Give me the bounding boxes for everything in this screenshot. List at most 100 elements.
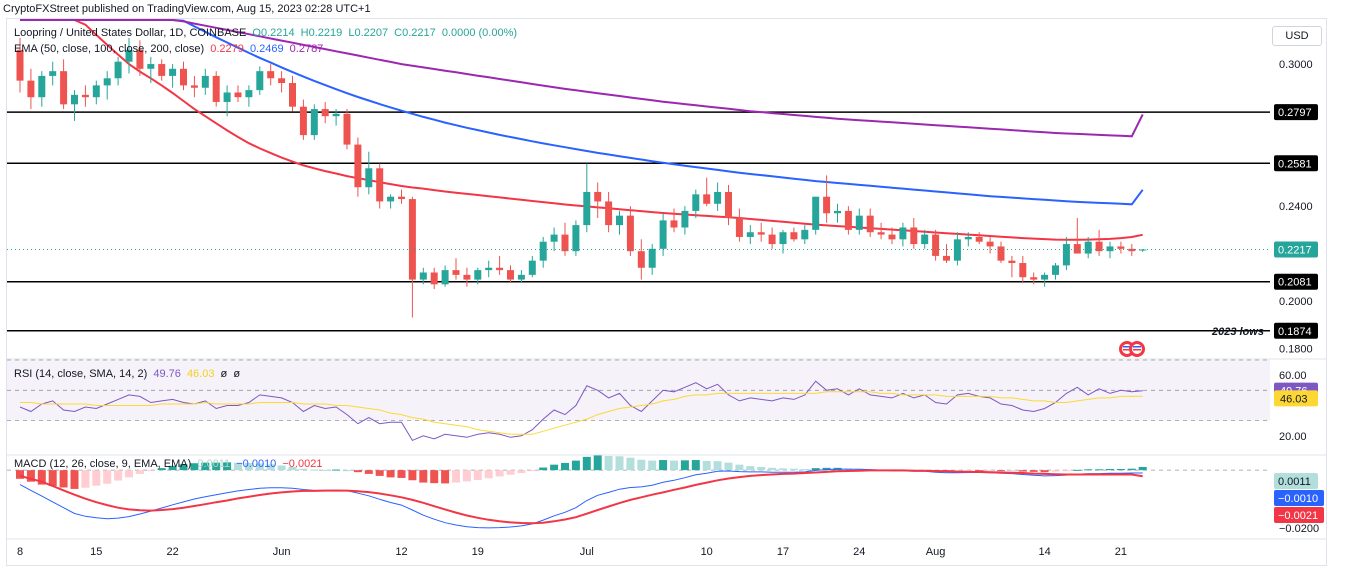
macd-histogram-bar [48, 470, 57, 487]
macd-histogram-bar [517, 470, 526, 474]
candle-body [844, 210, 852, 230]
candle-body [463, 274, 471, 280]
macd-histogram-bar [419, 470, 428, 483]
rsi-line-1 [20, 391, 1143, 435]
macd-histogram-bar [789, 468, 798, 471]
ema-legend: EMA (50, close, 100, close, 200, close) … [14, 43, 326, 55]
macd-histogram-bar [680, 460, 689, 471]
candle-body [943, 255, 950, 261]
macd-histogram-bar [822, 467, 831, 471]
macd-line-1 [19, 469, 1143, 525]
time-axis-tick-0: 8 [17, 546, 23, 558]
candle-body [354, 144, 362, 188]
time-axis-tick-1: 15 [90, 546, 102, 558]
candle-body [1019, 263, 1027, 278]
candle-body [299, 106, 307, 136]
level-label-3: 0.1874 [1278, 326, 1312, 338]
macd-histogram-bar [484, 470, 493, 479]
candle-body [496, 267, 504, 271]
rsi-axis-tick-0: 60.00 [1279, 370, 1307, 382]
candle-body [136, 49, 144, 69]
candle-body [1095, 241, 1103, 252]
macd-histogram-bar [157, 468, 166, 471]
candle-body [583, 191, 591, 226]
macd-histogram-bar [724, 462, 733, 471]
candle-body [975, 236, 983, 242]
price-axis-tick-3: 0.1800 [1279, 343, 1313, 355]
macd-histogram-bar [735, 464, 744, 471]
macd-histogram-bar [343, 470, 351, 472]
rsi-ma-value: 46.03 [186, 368, 215, 380]
candle-body [1041, 274, 1049, 280]
candle-body [1117, 246, 1125, 249]
macd-histogram-bar [604, 456, 613, 471]
macd-histogram-bar [691, 460, 700, 471]
candle-body [92, 85, 100, 98]
candle-body [528, 260, 536, 275]
candle-body [735, 218, 743, 237]
macd-histogram-bar [495, 470, 504, 477]
macd-histogram-bar [452, 470, 460, 483]
candle-body [452, 270, 460, 275]
chart-frame [6, 18, 1327, 566]
flag-icon[interactable] [1117, 339, 1149, 359]
candle-body [594, 191, 602, 202]
candle-body [365, 168, 373, 188]
candle-body [550, 234, 558, 242]
candle-body [223, 92, 231, 102]
macd-hist-value: 0.0011 [197, 458, 231, 470]
candle-body [539, 241, 547, 261]
candle-body [779, 232, 787, 245]
macd-histogram-bar [1062, 470, 1071, 472]
macd-histogram-bar [146, 470, 155, 472]
macd-histogram-bar [288, 466, 297, 471]
macd-legend: MACD (12, 26, close, 9, EMA, EMA) 0.0011… [14, 458, 325, 470]
candle-body [16, 49, 24, 81]
candle-body [27, 80, 35, 98]
candle-body [910, 227, 918, 245]
macd-histogram-bar [212, 462, 221, 471]
macd-histogram-bar [462, 470, 471, 482]
candle-body [1030, 277, 1038, 280]
ema-line-1 [20, 19, 1144, 206]
macd-histogram-bar [234, 462, 242, 471]
macd-histogram-bar [997, 470, 1005, 472]
candle-body [158, 64, 166, 76]
candle-body [1084, 241, 1092, 254]
macd-histogram-bar [539, 467, 548, 471]
candle-body [801, 229, 809, 240]
macd-histogram-bar [321, 469, 330, 471]
macd-histogram-bar [255, 463, 264, 471]
macd-histogram-bar [1116, 468, 1125, 471]
candle-body [289, 83, 296, 107]
macd-histogram-bar [299, 468, 308, 471]
macd-histogram-bar [626, 457, 635, 471]
macd-histogram-bar [768, 467, 777, 471]
level-label-bg-1 [1274, 155, 1318, 172]
candle-body [60, 71, 68, 105]
candle-body [517, 274, 525, 280]
price-axis-tick-2: 0.2000 [1279, 296, 1313, 308]
macd-histogram-bar [637, 459, 646, 471]
candle-body [310, 109, 318, 136]
level-label-bg-3 [1274, 322, 1318, 339]
macd-histogram-bar [332, 469, 341, 471]
price-legend: Loopring / United States Dollar, 1D, COI… [14, 27, 520, 39]
macd-axis-tick-0: −0.0200 [1279, 523, 1319, 535]
candle-body [71, 94, 78, 105]
currency-button[interactable]: USD [1272, 26, 1322, 46]
candle-body [877, 232, 885, 235]
candle-body [681, 210, 689, 228]
candle-body [49, 71, 57, 76]
macd-histogram-bar [59, 470, 68, 488]
candle-body [626, 215, 634, 252]
candle-body [616, 215, 623, 226]
candle-body [855, 215, 863, 230]
rsi-band-upper: ø [220, 368, 228, 380]
macd-histogram-bar [593, 455, 602, 471]
publisher-text: CryptoFXStreet published on TradingView.… [3, 3, 371, 15]
publisher-header: CryptoFXStreet published on TradingView.… [0, 0, 1350, 18]
macd-histogram-bar [37, 470, 46, 485]
candle-body [964, 236, 972, 240]
